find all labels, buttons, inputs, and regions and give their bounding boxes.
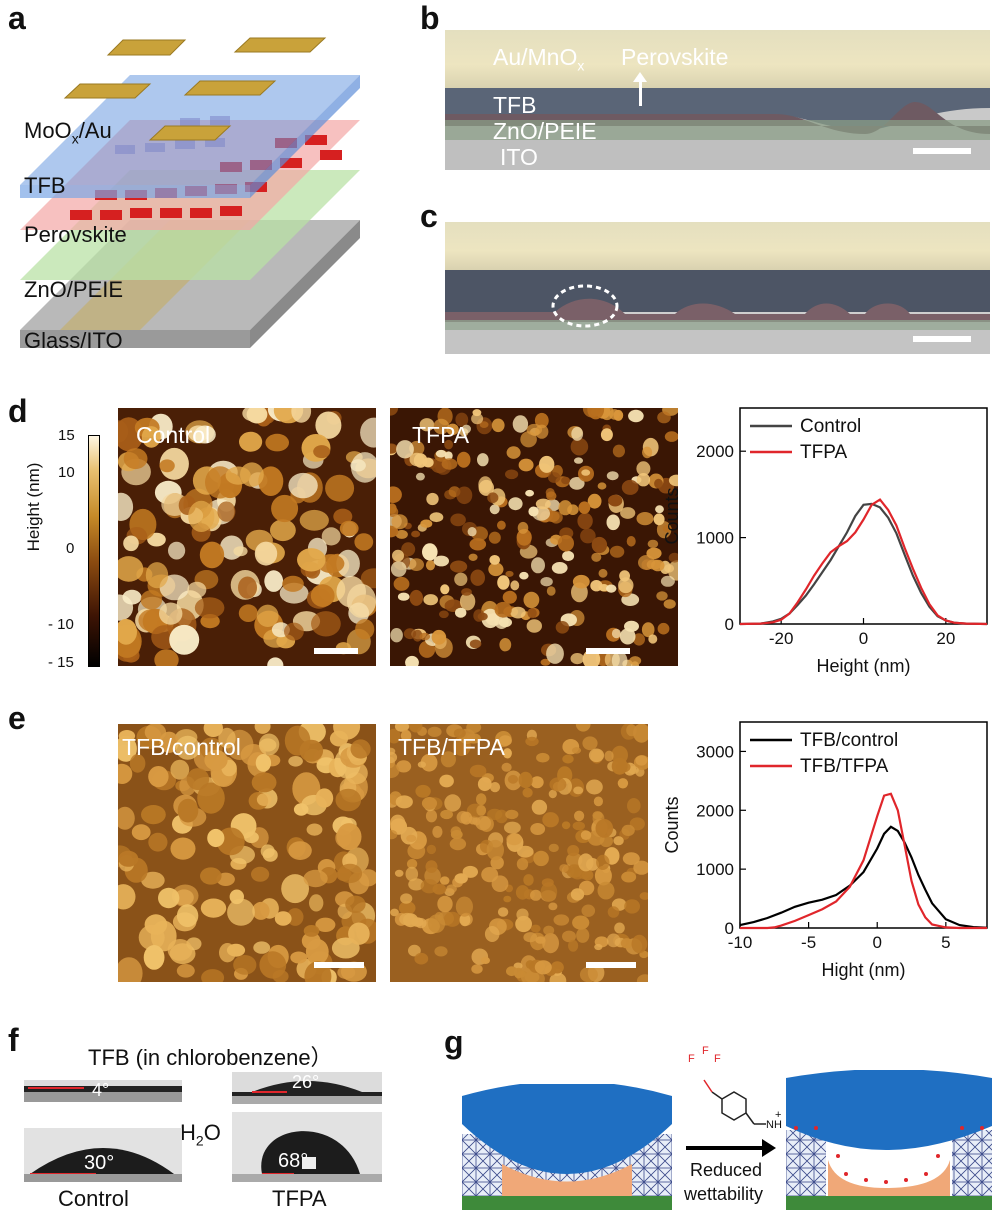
y-tick-label: 3000 bbox=[696, 742, 734, 761]
afm-label-tfpa: TFPA bbox=[412, 422, 470, 448]
series-line-tfb-tfpa bbox=[740, 792, 987, 930]
afm-image-tfb-control: TFB/control bbox=[118, 724, 376, 982]
scale-bar-d2 bbox=[586, 648, 630, 654]
label-ito-b: ITO bbox=[500, 144, 538, 170]
label-control-f: Control bbox=[58, 1186, 129, 1211]
angle-tfb-control: 4° bbox=[92, 1080, 110, 1100]
perovskite-arrow bbox=[639, 78, 642, 106]
water-label: H2O bbox=[180, 1120, 221, 1149]
x-axis-label: Height (nm) bbox=[816, 656, 910, 676]
y-tick-label: 2000 bbox=[696, 442, 734, 461]
panel-letter-g: g bbox=[444, 1024, 464, 1060]
y-axis-label: Counts bbox=[662, 487, 682, 544]
angle-tfb-tfpa: 26° bbox=[292, 1072, 320, 1092]
label-perovskite-b: Perovskite bbox=[621, 44, 729, 70]
label-zno-b: ZnO/PEIE bbox=[493, 118, 597, 144]
panel-letter-b: b bbox=[420, 0, 440, 36]
height-histogram-d: -20 0 20 0 1000 2000 Height (nm) Counts Control T… bbox=[662, 407, 988, 676]
angle-tfpa: 68° bbox=[278, 1150, 309, 1172]
afm-image-control: Control bbox=[118, 408, 376, 666]
label-tfb-b: TFB bbox=[493, 92, 537, 118]
colorbar-tick-m15: - 15 bbox=[48, 654, 74, 671]
series-line-tfpa bbox=[739, 498, 988, 626]
layer-label-moox-au: MoOx/Au bbox=[24, 118, 112, 147]
molecule-f3: F bbox=[714, 1053, 721, 1065]
x-tick-label: 0 bbox=[872, 933, 881, 952]
legend-label: TFPA bbox=[800, 442, 847, 463]
molecule-nh3: NH3 bbox=[766, 1119, 782, 1133]
angle-control: 30° bbox=[84, 1152, 115, 1174]
tfpa-molecule: F F F NH3 + bbox=[688, 1045, 782, 1133]
x-axis-label: Hight (nm) bbox=[821, 960, 905, 980]
arrow-text-reduced: Reduced bbox=[690, 1160, 763, 1180]
droplet-tfpa bbox=[232, 1112, 382, 1182]
height-histogram-e: -10 -5 0 5 0 1000 2000 3000 Hight (nm) Counts TFB/… bbox=[662, 721, 988, 980]
colorbar-tick-15: 15 bbox=[58, 427, 75, 444]
x-tick-label: -10 bbox=[728, 933, 753, 952]
y-tick-label: 1000 bbox=[696, 529, 734, 548]
y-tick-label: 0 bbox=[725, 615, 734, 634]
panel-letter-c: c bbox=[420, 198, 438, 234]
molecule-f1: F bbox=[688, 1053, 695, 1065]
colorbar-tick-m10: - 10 bbox=[48, 616, 74, 633]
layer-label-glass-ito: Glass/ITO bbox=[24, 328, 123, 353]
sem-cross-section-b: Au/MnOx Perovskite TFB ZnO/PEIE ITO bbox=[445, 30, 990, 170]
afm-image-tfpa: TFPA bbox=[390, 408, 678, 666]
x-tick-label: -5 bbox=[801, 933, 816, 952]
perovskite-arrowhead bbox=[633, 72, 647, 82]
x-tick-label: 20 bbox=[936, 629, 955, 648]
panel-letter-d: d bbox=[8, 393, 28, 429]
label-tfpa-f: TFPA bbox=[272, 1186, 327, 1211]
colorbar-label-d: Height (nm) bbox=[24, 462, 43, 552]
plot-frame bbox=[739, 407, 988, 625]
molecule-plus: + bbox=[775, 1109, 781, 1121]
arrow-text-wettability: wettability bbox=[684, 1184, 764, 1204]
afm-label-tfb-tfpa: TFB/TFPA bbox=[398, 734, 505, 760]
scale-bar-d1 bbox=[314, 648, 358, 654]
scale-bar-c bbox=[913, 336, 971, 342]
layer-label-tfb: TFB bbox=[24, 173, 66, 198]
series-line-tfb-control bbox=[739, 825, 988, 929]
arrow-shaft bbox=[686, 1146, 764, 1150]
sem-cross-section-c bbox=[445, 222, 990, 354]
x-tick-label: -20 bbox=[769, 629, 794, 648]
legend-label: TFB/control bbox=[800, 730, 898, 751]
scale-bar-e1 bbox=[314, 962, 364, 968]
schematic-before bbox=[462, 1084, 672, 1210]
au-electrodes bbox=[63, 37, 327, 141]
scale-bar-b bbox=[913, 148, 971, 154]
x-tick-label: 0 bbox=[859, 629, 868, 648]
label-au-mnox: Au/MnOx bbox=[493, 44, 585, 74]
droplet-tfb-control bbox=[24, 1080, 182, 1102]
colorbar-tick-10: 10 bbox=[58, 464, 75, 481]
arrow-head bbox=[762, 1139, 776, 1157]
void-marker bbox=[551, 284, 619, 328]
afm-image-tfb-tfpa: TFB/TFPA bbox=[390, 724, 648, 982]
panel-letter-a: a bbox=[8, 0, 26, 36]
layer-label-zno: ZnO/PEIE bbox=[24, 277, 124, 302]
afm-label-control: Control bbox=[136, 422, 211, 448]
scale-bar-e2 bbox=[586, 962, 636, 968]
series-line-control bbox=[739, 502, 988, 626]
contact-angle-title: TFB (in chlorobenzene） bbox=[88, 1045, 333, 1070]
molecule-f2: F bbox=[702, 1045, 709, 1057]
device-stack-diagram bbox=[20, 37, 360, 348]
droplet-tfb-tfpa bbox=[232, 1072, 382, 1104]
droplet-control bbox=[24, 1128, 182, 1182]
panel-letter-f: f bbox=[8, 1022, 19, 1058]
y-tick-label: 0 bbox=[725, 919, 734, 938]
layer-label-perovskite: Perovskite bbox=[24, 222, 127, 247]
x-tick-label: 5 bbox=[941, 933, 950, 952]
colorbar-d bbox=[88, 435, 100, 667]
colorbar-tick-0: 0 bbox=[66, 540, 75, 557]
y-tick-label: 2000 bbox=[696, 801, 734, 820]
legend-label: Control bbox=[800, 416, 861, 437]
afm-label-tfb-control: TFB/control bbox=[122, 734, 241, 760]
panel-letter-e: e bbox=[8, 700, 26, 736]
y-tick-label: 1000 bbox=[696, 860, 734, 879]
plot-frame bbox=[739, 721, 988, 929]
legend-label: TFB/TFPA bbox=[800, 756, 889, 777]
schematic-after bbox=[786, 1070, 992, 1210]
y-axis-label: Counts bbox=[662, 796, 682, 853]
